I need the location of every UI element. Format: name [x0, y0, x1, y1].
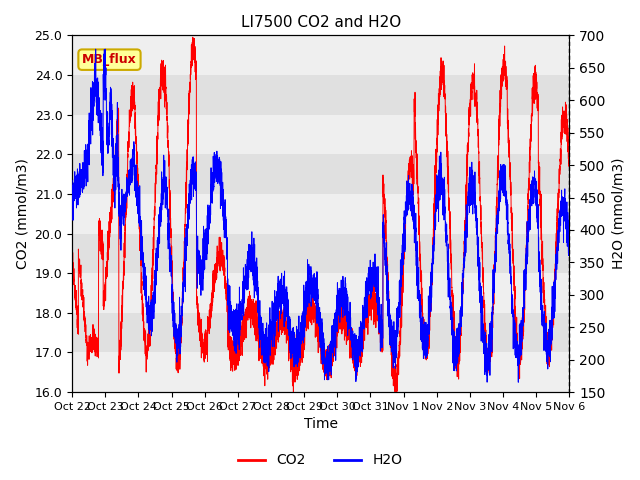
Y-axis label: CO2 (mmol/m3): CO2 (mmol/m3) [15, 158, 29, 269]
Bar [72, 352, 570, 392]
Title: LI7500 CO2 and H2O: LI7500 CO2 and H2O [241, 15, 401, 30]
Bar [72, 194, 570, 234]
X-axis label: Time: Time [304, 418, 338, 432]
Legend: CO2, H2O: CO2, H2O [232, 448, 408, 473]
Bar [72, 115, 570, 154]
Y-axis label: H2O (mmol/m3): H2O (mmol/m3) [611, 158, 625, 269]
Bar [72, 273, 570, 313]
Bar [72, 36, 570, 75]
Text: MB_flux: MB_flux [82, 53, 137, 66]
